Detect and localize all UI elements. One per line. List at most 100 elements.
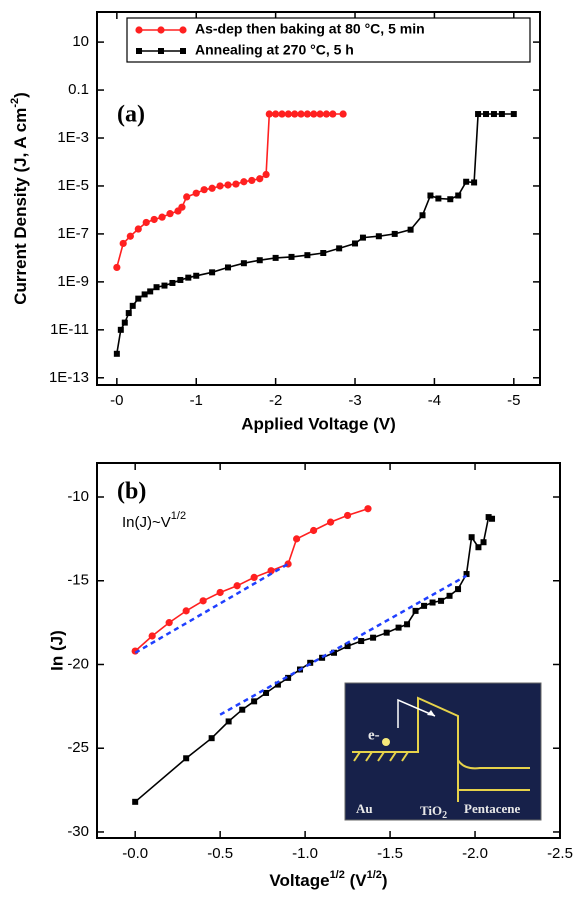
x-tick-label: -4 (428, 392, 441, 409)
point (480, 539, 487, 546)
y-tick-label: -10 (67, 488, 89, 505)
point (463, 178, 470, 185)
point (352, 240, 359, 247)
panel-label: (b) (117, 479, 146, 505)
point (288, 253, 295, 260)
point (483, 111, 490, 118)
point (208, 184, 216, 192)
point (336, 245, 343, 252)
y-tick-label: 1E-5 (57, 177, 89, 194)
point (274, 681, 281, 688)
legend-marker (135, 26, 143, 34)
point (216, 588, 224, 597)
plot-frame (96, 462, 561, 839)
point (135, 295, 142, 302)
point (132, 798, 139, 805)
point (364, 505, 372, 513)
point (310, 526, 318, 535)
point (161, 282, 168, 289)
point (256, 257, 263, 264)
oxide-text: TiO (420, 803, 442, 818)
point (412, 607, 419, 614)
x-axis-label: Voltage1/2 (V1/2) (269, 869, 387, 891)
point (329, 110, 337, 118)
x-tick-label: -3 (348, 392, 361, 409)
point (272, 110, 280, 118)
point (251, 698, 258, 705)
y-tick-label: -25 (67, 739, 89, 756)
point (119, 239, 127, 248)
point (148, 632, 156, 640)
point (293, 535, 301, 543)
x-axis-label: Applied Voltage (V) (241, 414, 396, 433)
point (129, 302, 136, 309)
point (330, 649, 337, 656)
y-axis-label: In (J) (47, 630, 66, 671)
y-tick-label: -15 (67, 572, 89, 589)
point (178, 203, 186, 211)
point (344, 643, 351, 650)
y-tick-label: 10 (72, 33, 89, 50)
point (117, 326, 124, 333)
arrow-head (427, 710, 435, 716)
y-tick-label: -20 (67, 655, 89, 672)
series-line (116, 113, 344, 268)
point (183, 193, 191, 201)
point (166, 210, 174, 218)
point (427, 192, 434, 199)
point (209, 269, 216, 276)
point (192, 189, 200, 197)
point (291, 110, 299, 118)
point (250, 573, 258, 581)
point (182, 607, 190, 615)
point (446, 592, 453, 599)
point (199, 597, 207, 605)
point (263, 689, 270, 696)
point (185, 274, 192, 281)
point (248, 176, 256, 185)
point (142, 218, 150, 227)
superscript: 1/2 (330, 869, 345, 881)
superscript: 1/2 (171, 510, 186, 522)
point (370, 634, 377, 641)
point (475, 111, 482, 118)
x-tick-label: -2.0 (462, 845, 488, 862)
electron-label: e- (368, 727, 380, 743)
x-tick-label: -2.5 (547, 845, 573, 862)
point (498, 111, 505, 118)
point (262, 170, 270, 179)
point (489, 515, 496, 522)
point (429, 599, 436, 606)
inset-diagram: e- Au TiO2 Pentacene (344, 682, 542, 821)
point (463, 571, 470, 578)
band-diagram (352, 696, 530, 802)
point (232, 180, 240, 188)
point (113, 263, 121, 272)
point (391, 230, 398, 237)
x-tick-label: -2 (269, 392, 282, 409)
point (316, 110, 324, 118)
plot-frame (96, 11, 541, 386)
legend-box (126, 17, 531, 63)
label-part: (V (345, 871, 367, 890)
point (322, 110, 331, 118)
point (419, 212, 426, 219)
point (358, 638, 365, 645)
point (320, 250, 327, 257)
point (339, 110, 347, 118)
y-tick-label: 1E-11 (50, 321, 89, 338)
y-tick-label: -30 (67, 823, 89, 840)
point (455, 192, 462, 199)
label-part: In(J)~V (122, 514, 171, 531)
point (304, 252, 311, 259)
point (177, 276, 184, 283)
legend-label: Annealing at 270 °C, 5 h (195, 42, 354, 58)
electron (382, 738, 390, 746)
point (510, 111, 517, 118)
point (267, 567, 275, 575)
point (278, 110, 286, 118)
legend-marker (136, 48, 142, 54)
point (284, 110, 292, 118)
point (240, 260, 247, 267)
